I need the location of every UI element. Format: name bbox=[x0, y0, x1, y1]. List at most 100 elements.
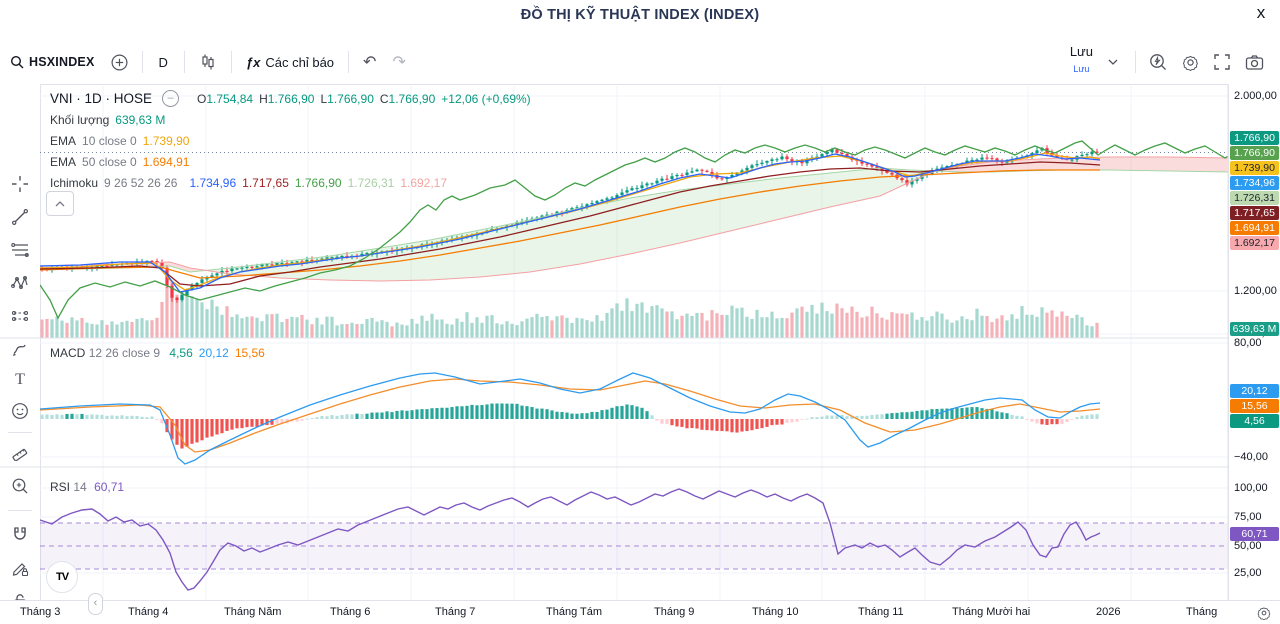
macd-histogram-bar bbox=[785, 419, 789, 423]
toolbar-separator bbox=[141, 51, 143, 73]
candle-body bbox=[675, 174, 679, 177]
redo-button[interactable]: ↷ bbox=[392, 54, 406, 71]
candle-body bbox=[315, 260, 319, 262]
interval-button[interactable]: D bbox=[158, 54, 168, 70]
candle-body bbox=[395, 249, 399, 252]
symbol-search-button[interactable]: HSXINDEX bbox=[0, 46, 103, 78]
price-axis-label: 25,00 bbox=[1234, 567, 1262, 579]
snapshot-button[interactable] bbox=[1238, 46, 1270, 78]
pane-collapse-button[interactable] bbox=[46, 191, 74, 216]
volume-bar bbox=[210, 299, 214, 338]
xabcd-pattern-tool-button[interactable] bbox=[6, 269, 34, 297]
volume-bar bbox=[400, 324, 404, 338]
candle-body bbox=[585, 204, 589, 207]
volume-bar bbox=[395, 322, 399, 338]
macd-histogram-bar bbox=[485, 404, 489, 419]
macd-histogram-bar bbox=[840, 415, 844, 419]
trend-line-tool-button[interactable] bbox=[6, 203, 34, 231]
candle-body bbox=[850, 156, 854, 160]
panel-collapse-handle[interactable]: ‹ bbox=[88, 593, 103, 615]
volume-bar bbox=[245, 316, 249, 338]
chart-toolbar: HSXINDEX D ƒx Các chỉ báo ↶ ↷ Lưu Lưu bbox=[0, 40, 1280, 85]
save-button[interactable]: Lưu Lưu bbox=[1069, 44, 1093, 74]
macd-histogram-bar bbox=[1030, 419, 1034, 422]
volume-bar bbox=[190, 296, 194, 338]
legend-volume-row[interactable]: Khối lượng 639,63 M bbox=[50, 109, 531, 130]
collapse-legend-icon[interactable]: – bbox=[162, 90, 180, 107]
prediction-tool-button[interactable] bbox=[6, 302, 34, 330]
legend-ema10-row[interactable]: EMA 10 close 0 1.739,90 bbox=[50, 133, 190, 148]
macd-histogram-bar bbox=[830, 415, 834, 419]
candle-body bbox=[195, 282, 199, 286]
price-axis[interactable]: 2.000,001.200,001.000,0080,00−40,00100,0… bbox=[1228, 84, 1280, 600]
legend-ema50-row[interactable]: EMA 50 close 0 1.694,91 bbox=[50, 154, 190, 169]
brush-tool-button[interactable] bbox=[6, 335, 34, 363]
candle-body bbox=[45, 268, 49, 270]
macd-histogram-bar bbox=[115, 415, 119, 419]
candle-body bbox=[375, 252, 379, 254]
quick-search-button[interactable] bbox=[1142, 46, 1174, 78]
tradingview-logo[interactable]: TV bbox=[46, 561, 78, 593]
fullscreen-button[interactable] bbox=[1206, 46, 1238, 78]
save-menu-button[interactable] bbox=[1097, 46, 1129, 78]
volume-bar bbox=[310, 324, 314, 338]
macd-histogram-bar bbox=[655, 419, 659, 421]
prediction-icon bbox=[11, 310, 29, 322]
macd-histogram-bar bbox=[765, 419, 769, 427]
macd-histogram-bar bbox=[230, 419, 234, 430]
macd-histogram-bar bbox=[955, 408, 959, 419]
macd-histogram-bar bbox=[425, 409, 429, 419]
candle-body bbox=[910, 180, 914, 185]
settings-button[interactable] bbox=[1174, 46, 1206, 78]
measure-tool-button[interactable] bbox=[6, 438, 34, 466]
magnet-mode-button[interactable] bbox=[6, 520, 34, 548]
time-axis[interactable]: Tháng 3 Tháng 4 Tháng Năm Tháng 6 Tháng 7 Thá… bbox=[0, 600, 1280, 624]
legend-macd-row[interactable]: MACD 12 26 close 9 4,56 20,12 15,56 bbox=[50, 346, 265, 360]
legend-symbol-row[interactable]: VNI · 1D · HOSE – O1.754,84 H1.766,90 L1… bbox=[50, 88, 531, 109]
macd-histogram-bar bbox=[325, 416, 329, 419]
volume-bar bbox=[495, 323, 499, 338]
volume-bar bbox=[75, 320, 79, 338]
legend-ichimoku-row[interactable]: Ichimoku 9 26 52 26 26 1.734,96 1.717,65 1… bbox=[50, 175, 448, 190]
volume-bar bbox=[1035, 316, 1039, 338]
candle-body bbox=[800, 161, 804, 164]
macd-histogram-bar bbox=[135, 416, 139, 419]
price-badge: 1.717,65 bbox=[1230, 206, 1279, 220]
camera-icon bbox=[1245, 54, 1263, 70]
volume-bar bbox=[385, 321, 389, 338]
macd-histogram-bar bbox=[150, 416, 154, 419]
volume-bar bbox=[795, 308, 799, 338]
emoji-tool-button[interactable] bbox=[6, 397, 34, 425]
candle-body bbox=[625, 190, 629, 193]
macd-histogram-bar bbox=[55, 414, 59, 419]
macd-histogram-bar bbox=[915, 410, 919, 419]
indicators-button[interactable]: ƒx Các chỉ báo bbox=[238, 46, 342, 78]
macd-histogram-bar bbox=[1060, 419, 1064, 424]
fib-retracement-tool-button[interactable] bbox=[6, 236, 34, 264]
volume-bar bbox=[995, 318, 999, 338]
volume-bar bbox=[575, 317, 579, 338]
crosshair-tool-button[interactable] bbox=[6, 170, 34, 198]
volume-bar bbox=[790, 312, 794, 338]
candle-body bbox=[80, 267, 84, 269]
volume-bar bbox=[820, 302, 824, 338]
volume-bar bbox=[755, 309, 759, 338]
compare-add-symbol-button[interactable] bbox=[103, 46, 136, 78]
text-tool-button[interactable]: T bbox=[6, 366, 34, 394]
chart-style-button[interactable] bbox=[191, 46, 225, 78]
candle-body bbox=[270, 264, 274, 266]
drawing-mode-lock-button[interactable] bbox=[6, 555, 34, 583]
macd-histogram-bar bbox=[930, 409, 934, 419]
macd-histogram-bar bbox=[705, 419, 709, 431]
macd-histogram-bar bbox=[800, 419, 804, 420]
volume-bar bbox=[690, 315, 694, 338]
zoom-in-tool-button[interactable] bbox=[6, 472, 34, 500]
macd-histogram-bar bbox=[630, 405, 634, 419]
axis-settings-gear-icon[interactable] bbox=[1256, 605, 1272, 621]
close-icon[interactable]: x bbox=[1256, 3, 1266, 22]
legend-rsi-row[interactable]: RSI 14 60,71 bbox=[50, 480, 125, 494]
candle-body bbox=[120, 263, 124, 265]
undo-button[interactable]: ↶ bbox=[363, 54, 377, 71]
macd-histogram-bar bbox=[120, 415, 124, 419]
macd-histogram-bar bbox=[310, 418, 314, 419]
